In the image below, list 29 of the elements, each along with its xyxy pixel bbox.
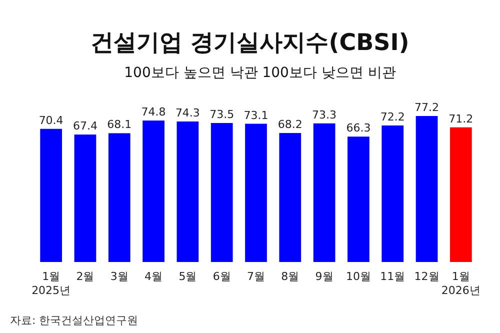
x-tick-label: 7월 (247, 270, 265, 283)
x-tick-label: 8월 (281, 270, 300, 283)
data-label: 72.2 (380, 110, 405, 124)
data-label: 74.8 (141, 106, 166, 119)
x-tick-label: 2월 (76, 270, 94, 283)
x-tick-label: 12월 (414, 270, 440, 283)
subtitle: 100보다 높으면 낙관 100보다 낮으면 비관 (124, 65, 396, 81)
x-tick-label: 10월 (346, 270, 371, 283)
x-tick-label: 1월 2025년 (32, 270, 71, 297)
x-tick-label: 3월 (110, 270, 128, 283)
data-label: 70.4 (38, 114, 64, 127)
data-label: 71.2 (448, 112, 474, 126)
data-label: 73.3 (312, 108, 337, 122)
data-label: 68.1 (107, 118, 132, 132)
data-label: 73.1 (244, 108, 268, 122)
data-label: 67.4 (72, 120, 98, 133)
x-tick-label: 9월 (315, 270, 334, 283)
x-tick-label: 6월 (212, 270, 231, 283)
data-label: 74.3 (175, 106, 200, 120)
x-tick-label: 5월 (178, 270, 197, 283)
x-tick-label: 4월 (144, 270, 163, 283)
x-tick-label: 1월 2026년 (441, 270, 480, 297)
data-label: 66.3 (346, 122, 371, 135)
data-label: 68.2 (278, 118, 302, 132)
data-label: 73.5 (210, 108, 234, 121)
x-tick-label: 11월 (380, 270, 406, 283)
data-label: 77.2 (414, 101, 440, 114)
annotation: 자료: 한국건설산업연구원 (10, 314, 138, 327)
title: 건설기업 경기실사지수(CBSI) (90, 30, 410, 56)
